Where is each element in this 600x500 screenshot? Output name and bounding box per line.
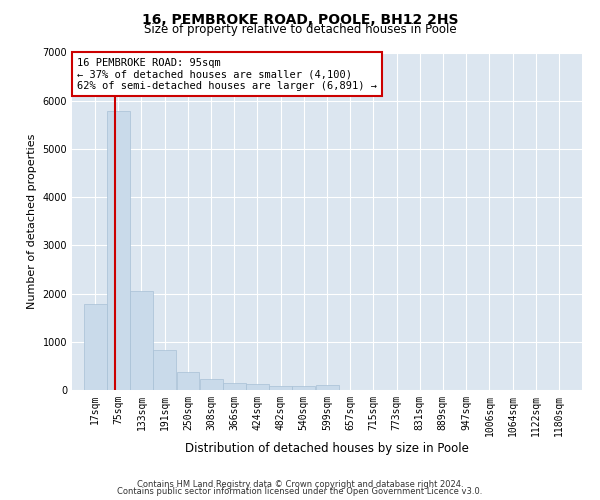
X-axis label: Distribution of detached houses by size in Poole: Distribution of detached houses by size … <box>185 442 469 454</box>
Text: Contains public sector information licensed under the Open Government Licence v3: Contains public sector information licen… <box>118 488 482 496</box>
Bar <box>176 372 199 390</box>
Bar <box>292 386 315 390</box>
Bar <box>269 386 292 390</box>
Bar <box>130 290 153 390</box>
Text: 16, PEMBROKE ROAD, POOLE, BH12 2HS: 16, PEMBROKE ROAD, POOLE, BH12 2HS <box>142 12 458 26</box>
Text: Contains HM Land Registry data © Crown copyright and database right 2024.: Contains HM Land Registry data © Crown c… <box>137 480 463 489</box>
Bar <box>316 385 338 390</box>
Bar <box>200 379 223 390</box>
Bar <box>83 304 107 390</box>
Bar <box>153 350 176 390</box>
Text: Size of property relative to detached houses in Poole: Size of property relative to detached ho… <box>143 22 457 36</box>
Y-axis label: Number of detached properties: Number of detached properties <box>27 134 37 309</box>
Bar <box>107 112 130 390</box>
Text: 16 PEMBROKE ROAD: 95sqm
← 37% of detached houses are smaller (4,100)
62% of semi: 16 PEMBROKE ROAD: 95sqm ← 37% of detache… <box>77 58 377 91</box>
Bar <box>223 383 246 390</box>
Bar <box>246 384 269 390</box>
